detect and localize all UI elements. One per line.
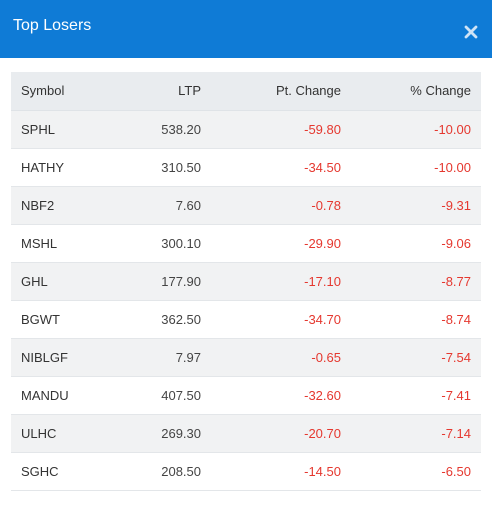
pct-change-cell: -9.06: [441, 235, 471, 251]
symbol-cell[interactable]: MANDU: [21, 387, 69, 403]
ltp-cell: 310.50: [161, 159, 201, 175]
table-row: SPHL 538.20 -59.80 -10.00: [11, 110, 481, 148]
symbol-cell[interactable]: HATHY: [21, 159, 65, 175]
pct-change-cell: -7.41: [441, 387, 471, 403]
ltp-cell: 208.50: [161, 463, 201, 479]
pt-change-cell: -59.80: [304, 121, 341, 137]
pct-change-cell: -10.00: [434, 159, 471, 175]
symbol-cell[interactable]: GHL: [21, 273, 48, 289]
ltp-cell: 177.90: [161, 273, 201, 289]
pt-change-cell: -14.50: [304, 463, 341, 479]
ltp-cell: 362.50: [161, 311, 201, 327]
losers-table: Symbol LTP Pt. Change % Change SPHL 538.…: [11, 72, 481, 491]
table-row: GHL 177.90 -17.10 -8.77: [11, 262, 481, 300]
pt-change-cell: -17.10: [304, 273, 341, 289]
pct-change-cell: -7.14: [441, 425, 471, 441]
symbol-cell[interactable]: BGWT: [21, 311, 60, 327]
table-row: MANDU 407.50 -32.60 -7.41: [11, 376, 481, 414]
symbol-cell[interactable]: SGHC: [21, 463, 59, 479]
pct-change-cell: -10.00: [434, 121, 471, 137]
symbol-cell[interactable]: SPHL: [21, 121, 55, 137]
modal-title: Top Losers: [13, 17, 92, 34]
ltp-cell: 269.30: [161, 425, 201, 441]
symbol-cell[interactable]: MSHL: [21, 235, 58, 251]
symbol-cell[interactable]: NIBLGF: [21, 349, 68, 365]
ltp-cell: 7.97: [175, 349, 201, 365]
table-header-row: Symbol LTP Pt. Change % Change: [11, 72, 481, 111]
column-header-ltp[interactable]: LTP: [131, 72, 211, 111]
table-row: MSHL 300.10 -29.90 -9.06: [11, 224, 481, 262]
pct-change-cell: -9.31: [441, 197, 471, 213]
close-button[interactable]: [460, 21, 482, 43]
pct-change-cell: -7.54: [441, 349, 471, 365]
pt-change-cell: -34.50: [304, 159, 341, 175]
modal-body: Symbol LTP Pt. Change % Change SPHL 538.…: [0, 58, 492, 491]
table-row: HATHY 310.50 -34.50 -10.00: [11, 148, 481, 186]
table-row: ULHC 269.30 -20.70 -7.14: [11, 414, 481, 452]
ltp-cell: 300.10: [161, 235, 201, 251]
table-row: NIBLGF 7.97 -0.65 -7.54: [11, 338, 481, 376]
table-row: BGWT 362.50 -34.70 -8.74: [11, 300, 481, 338]
modal-header: Top Losers: [0, 0, 492, 58]
pt-change-cell: -34.70: [304, 311, 341, 327]
table-row: NBF2 7.60 -0.78 -9.31: [11, 186, 481, 224]
ltp-cell: 7.60: [175, 197, 201, 213]
column-header-pct-change[interactable]: % Change: [351, 72, 481, 111]
column-header-pt-change[interactable]: Pt. Change: [211, 72, 351, 111]
pct-change-cell: -6.50: [441, 463, 471, 479]
ltp-cell: 407.50: [161, 387, 201, 403]
symbol-cell[interactable]: NBF2: [21, 197, 55, 213]
pct-change-cell: -8.77: [441, 273, 471, 289]
pt-change-cell: -0.65: [311, 349, 341, 365]
close-icon: [464, 25, 478, 39]
pct-change-cell: -8.74: [441, 311, 471, 327]
table-row: SGHC 208.50 -14.50 -6.50: [11, 452, 481, 490]
ltp-cell: 538.20: [161, 121, 201, 137]
column-header-symbol[interactable]: Symbol: [11, 72, 131, 111]
pt-change-cell: -29.90: [304, 235, 341, 251]
symbol-cell[interactable]: ULHC: [21, 425, 57, 441]
pt-change-cell: -0.78: [311, 197, 341, 213]
pt-change-cell: -32.60: [304, 387, 341, 403]
pt-change-cell: -20.70: [304, 425, 341, 441]
